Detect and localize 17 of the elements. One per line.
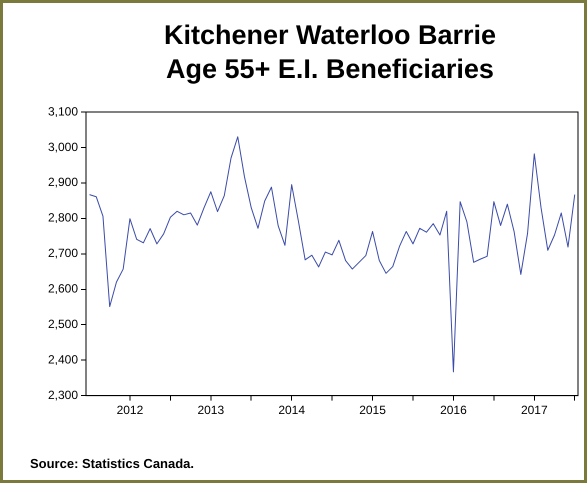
- y-tick-label: 2,600: [48, 282, 78, 296]
- x-tick-label: 2014: [278, 403, 306, 418]
- x-tick-label: 2016: [440, 403, 468, 418]
- x-tick-label: 2012: [116, 403, 144, 418]
- y-tick-label: 3,000: [48, 140, 78, 154]
- y-tick-label: 3,100: [48, 104, 78, 118]
- y-tick-label: 2,700: [48, 246, 78, 260]
- y-tick-label: 2,900: [48, 175, 78, 190]
- chart-title: Kitchener Waterloo Barrie Age 55+ E.I. Beneficiaries: [162, 19, 498, 86]
- y-tick-label: 2,400: [48, 352, 78, 366]
- source-note: Source: Statistics Canada.: [30, 456, 194, 471]
- y-tick-label: 2,800: [48, 210, 78, 225]
- x-tick-label: 2015: [359, 403, 386, 418]
- y-tick-label: 2,300: [48, 388, 78, 402]
- x-tick-label: 2017: [520, 403, 548, 418]
- y-tick-label: 2,500: [48, 317, 78, 332]
- x-tick-label: 2013: [197, 403, 224, 418]
